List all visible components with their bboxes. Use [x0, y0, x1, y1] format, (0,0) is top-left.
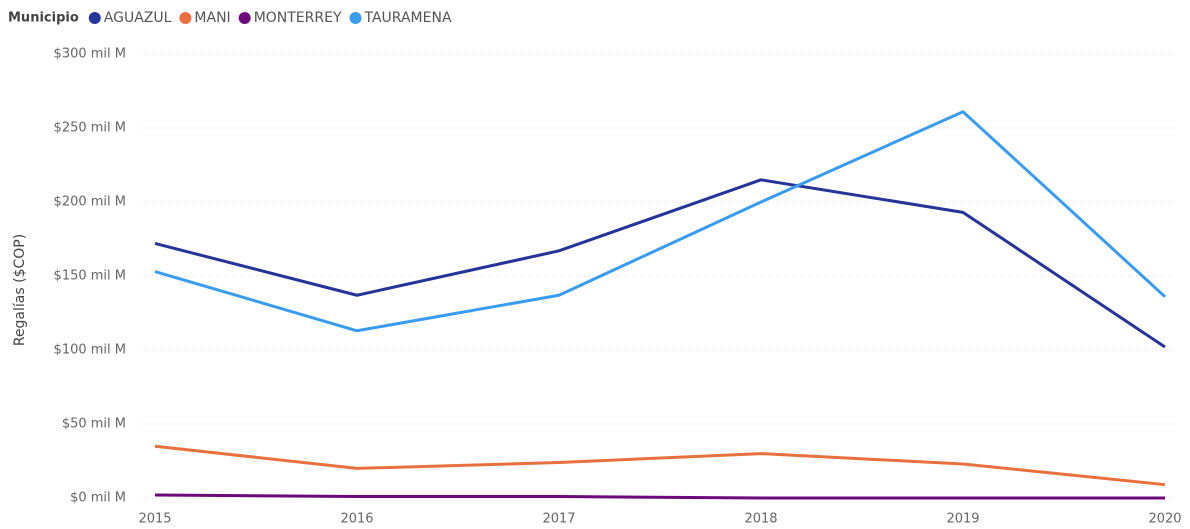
x-tick-label: 2017	[542, 512, 575, 527]
y-tick-label: $0 mil M	[70, 491, 126, 506]
x-tick-label: 2020	[1148, 512, 1181, 527]
series-line	[154, 110, 1167, 333]
y-tick-label: $200 mil M	[54, 195, 126, 210]
y-tick-label: $100 mil M	[54, 343, 126, 358]
series-line	[154, 493, 1165, 500]
y-tick-label: $250 mil M	[54, 121, 126, 136]
series-line	[154, 178, 1166, 349]
x-tick-label: 2019	[946, 512, 979, 527]
legend-marker	[349, 12, 362, 24]
legend-label: AGUAZUL	[104, 10, 172, 26]
y-tick-label: $50 mil M	[62, 417, 126, 432]
legend-marker	[238, 12, 251, 24]
legend-marker	[88, 12, 101, 24]
legend-label: TAURAMENA	[364, 10, 452, 26]
legend-label: MONTERREY	[254, 10, 342, 26]
y-tick-label: $150 mil M	[54, 269, 126, 284]
legend-label: MANI	[194, 10, 230, 26]
x-tick-label: 2016	[340, 512, 373, 527]
x-tick-label: 2015	[138, 512, 171, 527]
y-axis-title: Regalías ($COP)	[12, 234, 28, 346]
series-line	[154, 444, 1166, 487]
x-tick-label: 2018	[744, 512, 777, 527]
y-tick-label: $300 mil M	[54, 47, 126, 62]
legend-marker	[179, 12, 192, 24]
legend-title: Municipio	[8, 11, 79, 26]
